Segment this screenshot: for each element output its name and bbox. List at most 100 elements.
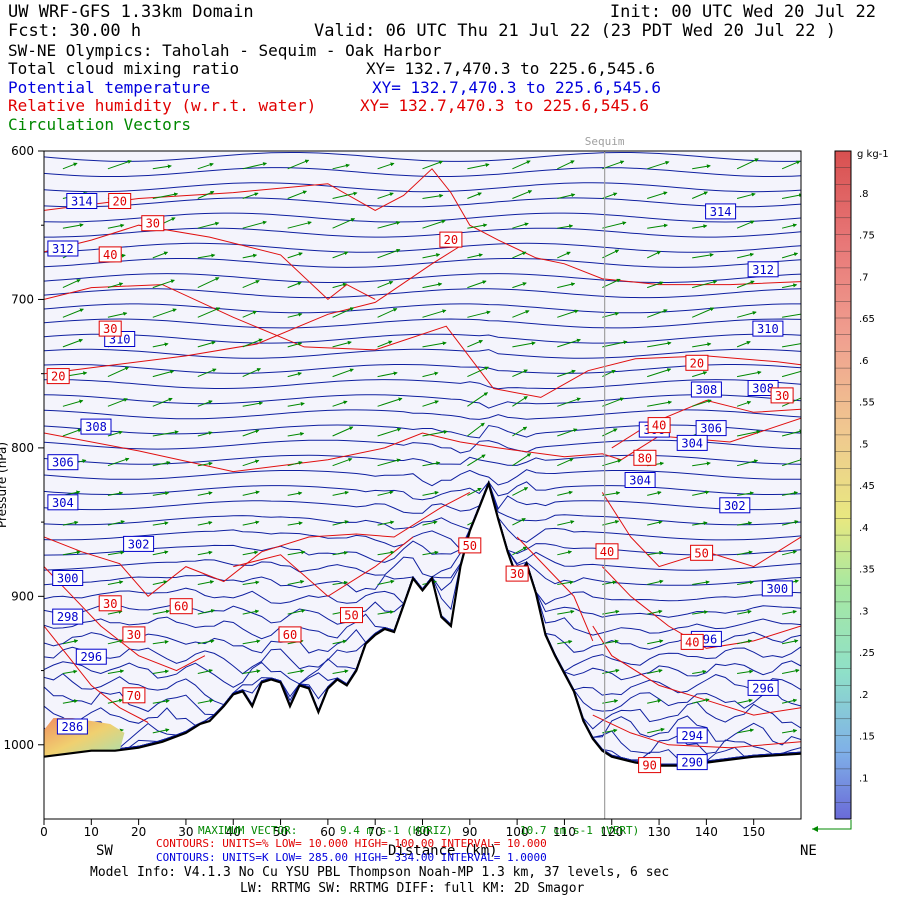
circulation-vector (736, 429, 761, 437)
circulation-vector (107, 282, 124, 289)
circulation-vector (332, 580, 348, 585)
circulation-vector (332, 282, 347, 289)
colorbar-tick-label: .8 (859, 189, 869, 200)
rh-label-box (108, 193, 132, 209)
circulation-vector (152, 192, 179, 199)
rh-label-box (690, 544, 714, 561)
circulation-vector (647, 160, 670, 170)
theta-label: 304 (681, 436, 703, 450)
circulation-vector (647, 309, 668, 318)
circulation-vector (377, 371, 398, 378)
theta-contour-line (44, 409, 801, 420)
rh-contour-line (44, 168, 801, 286)
theta-label-box (80, 418, 112, 435)
circulation-vector (377, 610, 395, 615)
theta-label: 286 (62, 720, 84, 734)
circulation-vector (197, 191, 215, 199)
circulation-vector (107, 698, 124, 704)
theta-contour-line (44, 273, 801, 283)
y-tick-label: 900 (11, 589, 34, 603)
rh-label-box (458, 537, 482, 554)
rh-label-box (278, 626, 302, 643)
circulation-vector (557, 609, 575, 615)
circulation-vector (152, 491, 170, 496)
circulation-vector (62, 699, 79, 704)
circulation-vector (647, 490, 662, 496)
circulation-vector (242, 310, 258, 318)
rh-label: 30 (775, 389, 789, 403)
circulation-vector (557, 397, 581, 407)
colorbar-tick-label: .6 (859, 356, 869, 367)
circulation-vectors (62, 158, 801, 734)
colorbar-tick-label: .1 (859, 773, 869, 784)
theta-label: 302 (128, 537, 150, 551)
theta-contour-line (44, 348, 801, 359)
circulation-vector (422, 309, 447, 318)
circulation-vector (107, 398, 128, 407)
circulation-vector (62, 162, 78, 170)
rh-label: 40 (685, 635, 699, 649)
model-title: UW WRF-GFS 1.33km Domain (8, 2, 254, 22)
circulation-vector (782, 341, 801, 348)
theta-contour-line (44, 167, 801, 177)
circulation-vector (692, 669, 707, 674)
circulation-vector (152, 430, 179, 437)
circulation-vector (152, 669, 170, 674)
theta-label-box (52, 570, 84, 586)
circulation-vector (107, 520, 125, 526)
circulation-vector (692, 191, 709, 199)
circulation-vector (647, 223, 668, 229)
circulation-vector (332, 490, 349, 496)
circulation-vector (692, 371, 708, 378)
circulation-vector (782, 313, 801, 318)
circulation-vector (736, 158, 759, 170)
rh-label: 30 (510, 567, 524, 581)
circulation-vector (557, 224, 574, 229)
theta-contour-line (44, 318, 801, 329)
theta-contour-line (44, 480, 801, 514)
circulation-vector (422, 219, 446, 229)
circulation-vector (692, 521, 708, 526)
rh-label: 30 (146, 217, 160, 231)
circulation-vector (332, 251, 349, 259)
theta-contour-line (44, 212, 801, 223)
rh-label: 90 (642, 759, 656, 773)
circulation-vector (781, 639, 799, 645)
circulation-vector (152, 251, 169, 259)
circulation-vector (62, 223, 84, 229)
circulation-vector (152, 342, 169, 348)
circulation-vector (647, 191, 668, 199)
circulation-vector (557, 282, 576, 289)
theta-label-box (752, 320, 784, 337)
x-tick-label: 140 (695, 825, 718, 839)
circulation-vector (512, 251, 527, 259)
x-tick-label: 150 (742, 825, 765, 839)
circulation-vector (557, 251, 571, 259)
circulation-vector (422, 490, 439, 496)
circulation-vector (692, 342, 712, 348)
colorbar-tick-label: .55 (859, 398, 875, 409)
max-vector-prefix: MAXIMUM VECTOR: (198, 824, 298, 837)
circulation-vector (242, 639, 261, 645)
circulation-vector (242, 490, 260, 496)
theta-label: 314 (71, 195, 93, 209)
circulation-vector (782, 193, 801, 199)
circulation-vector (557, 309, 579, 318)
theta-contour-line (44, 480, 801, 531)
theta-label-box (56, 718, 88, 735)
circulation-vector (287, 402, 305, 407)
theta-label: 304 (52, 496, 74, 510)
circulation-vector (287, 491, 303, 496)
circulation-vector (467, 310, 491, 318)
rh-label: 50 (344, 609, 358, 623)
circulation-vector (647, 609, 663, 615)
circulation-vector (242, 338, 263, 348)
circulation-vector (197, 580, 215, 585)
circulation-vector (332, 163, 350, 170)
sequim-marker: Sequim (585, 135, 625, 819)
circulation-vector (557, 369, 576, 378)
circulation-vector (602, 340, 628, 348)
circulation-vector (557, 639, 573, 645)
circulation-vector (692, 490, 710, 496)
contour-labels: 3143143123123103103083083083063063063043… (46, 193, 794, 774)
